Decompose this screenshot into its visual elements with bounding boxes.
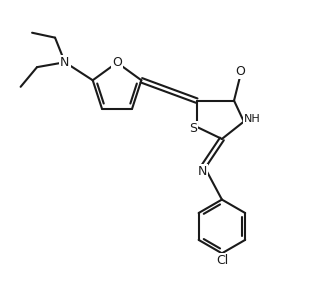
Text: S: S — [189, 122, 198, 135]
Text: O: O — [235, 65, 245, 78]
Text: NH: NH — [244, 114, 260, 124]
Text: N: N — [60, 56, 70, 69]
Text: N: N — [198, 165, 207, 178]
Text: Cl: Cl — [216, 254, 228, 267]
Text: O: O — [112, 56, 122, 69]
